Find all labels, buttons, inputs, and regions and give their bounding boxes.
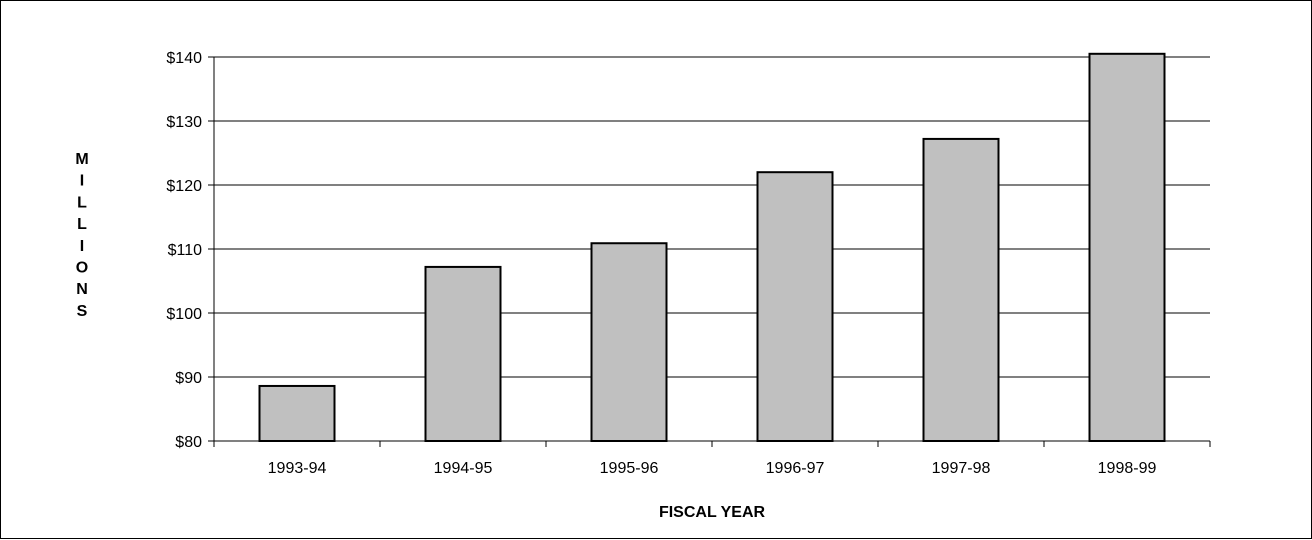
bar <box>756 171 834 442</box>
bar <box>922 137 1000 442</box>
y-tick-label: $90 <box>175 370 202 387</box>
y-tick-label: $120 <box>166 178 202 195</box>
y-tick-label: $110 <box>168 242 203 259</box>
gridlines <box>214 56 1210 378</box>
bar <box>590 242 668 442</box>
bar <box>258 384 336 442</box>
bar <box>424 265 502 443</box>
y-tick-label: $130 <box>166 114 202 131</box>
x-tick-label: 1995-96 <box>600 460 659 477</box>
x-tick-label: 1993-94 <box>268 460 327 477</box>
bars <box>258 52 1166 443</box>
y-axis-title-letter: I <box>80 238 84 255</box>
y-axis-title-letter: O <box>76 260 88 277</box>
y-axis-title-letter: L <box>77 194 87 211</box>
y-axis-title-letter: S <box>77 303 88 320</box>
y-tick-label: $80 <box>175 434 202 451</box>
bar <box>1088 52 1166 443</box>
x-tick-labels: 1993-94 1994-95 1995-96 1996-97 1997-98 1998-… <box>268 460 1157 477</box>
y-axis-title-letter: N <box>76 281 88 298</box>
y-tick-label: $140 <box>166 50 202 67</box>
y-axis-title-letter: M <box>75 151 88 168</box>
x-axis-title: FISCAL YEAR <box>659 504 766 521</box>
y-axis-title-letter: I <box>80 173 84 190</box>
axes <box>208 56 1211 447</box>
y-tick-labels: $80 $90 $100 $110 $120 $130 $140 <box>166 50 202 451</box>
x-tick-label: 1994-95 <box>434 460 493 477</box>
x-tick-label: 1997-98 <box>932 460 991 477</box>
y-tick-label: $100 <box>166 306 202 323</box>
x-tick-label: 1996-97 <box>766 460 825 477</box>
y-axis-title-letter: L <box>77 216 87 233</box>
x-tick-label: 1998-99 <box>1098 460 1157 477</box>
